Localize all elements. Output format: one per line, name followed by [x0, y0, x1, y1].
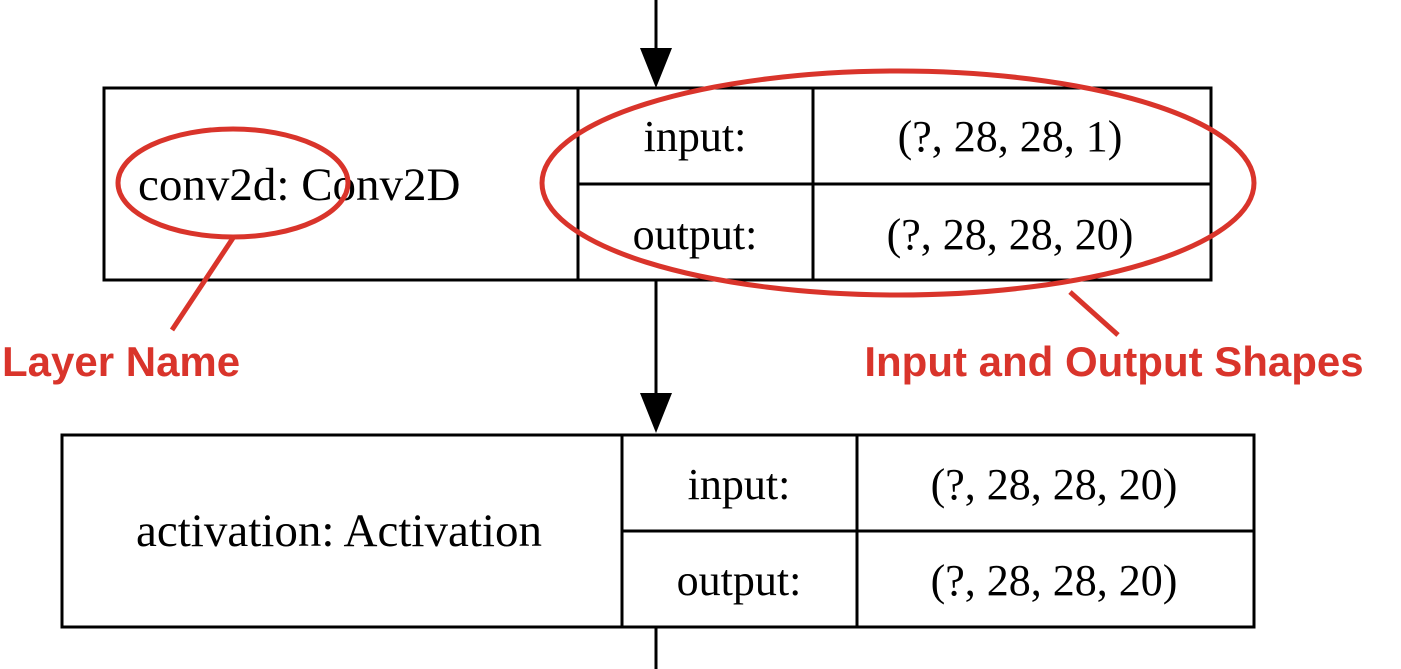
- input-shape: (?, 28, 28, 20): [931, 460, 1178, 509]
- arrowhead-icon: [640, 393, 672, 433]
- io-shapes-annotation: Input and Output Shapes: [864, 338, 1363, 385]
- input-label: input:: [688, 460, 791, 509]
- layer-node-activation[interactable]: activation: Activation input: (?, 28, 28…: [60, 433, 1256, 629]
- output-shape: (?, 28, 28, 20): [931, 556, 1178, 605]
- output-shape: (?, 28, 28, 20): [887, 210, 1134, 259]
- leader-line: [1068, 290, 1120, 337]
- annotation-io-shapes: Input and Output Shapes: [539, 68, 1364, 385]
- input-shape: (?, 28, 28, 1): [898, 112, 1123, 161]
- leader-line: [169, 236, 236, 332]
- layer-name-label: activation: Activation: [136, 505, 542, 557]
- highlight-ellipse: [115, 126, 351, 240]
- output-label: output:: [633, 210, 758, 259]
- arrowhead-icon: [640, 48, 672, 88]
- layer-name-label: conv2d: Conv2D: [138, 159, 460, 211]
- output-label: output:: [677, 556, 802, 605]
- input-label: input:: [644, 112, 747, 161]
- annotation-layer-name: Layer Name: [2, 126, 351, 385]
- edge-conv2d-to-activation: [640, 280, 672, 433]
- highlight-ellipse: [539, 68, 1257, 298]
- layer-name: conv2d: [138, 159, 276, 211]
- layer-node-conv2d[interactable]: conv2d: Conv2D input: (?, 28, 28, 1) out…: [102, 86, 1213, 282]
- layer-name-annotation: Layer Name: [2, 338, 240, 385]
- edge-input-to-conv2d: [640, 0, 672, 88]
- layer-type: : Conv2D: [276, 159, 460, 211]
